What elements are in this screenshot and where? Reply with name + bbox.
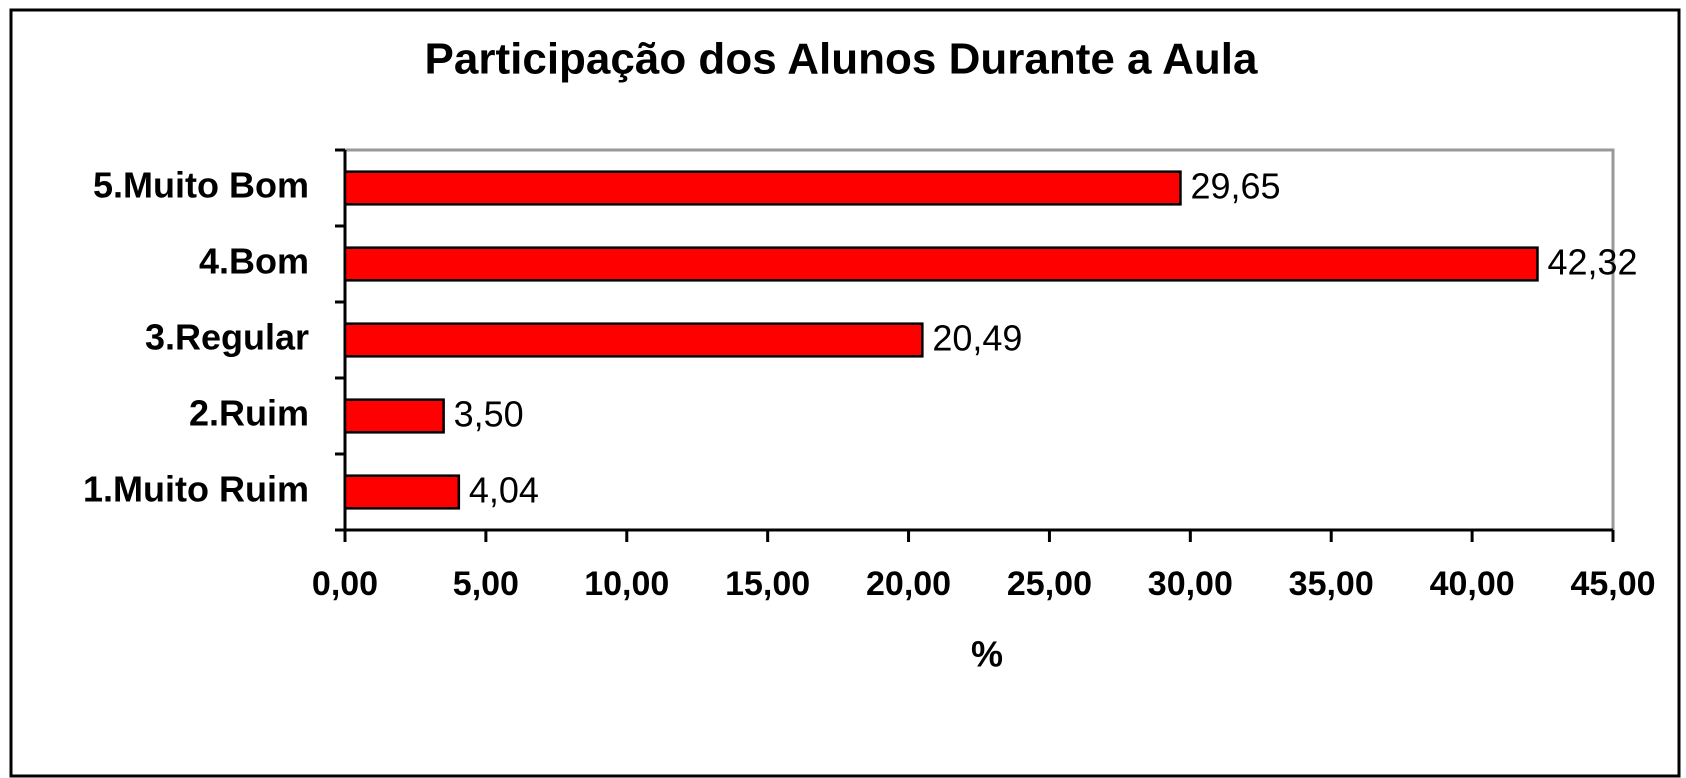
chart-title: Participação dos Alunos Durante a Aula: [425, 35, 1258, 84]
x-tick-label: 35,00: [1289, 565, 1374, 603]
x-tick-label: 40,00: [1430, 565, 1515, 603]
x-tick-label: 15,00: [725, 565, 810, 603]
bar: [343, 322, 924, 358]
y-tick-label: 2.Ruim: [189, 393, 309, 434]
value-label: 3,50: [454, 394, 524, 435]
x-tick-label: 10,00: [584, 565, 669, 603]
y-tick-label: 5.Muito Bom: [93, 165, 309, 206]
value-label: 4,04: [469, 470, 539, 511]
x-tick-label: 20,00: [866, 565, 951, 603]
bar: [343, 474, 461, 510]
x-tick-label: 30,00: [1148, 565, 1233, 603]
y-tick-label: 3.Regular: [145, 317, 309, 358]
bar: [343, 246, 1539, 282]
value-label: 29,65: [1190, 166, 1280, 207]
bar: [343, 398, 445, 434]
y-tick-label: 1.Muito Ruim: [83, 469, 309, 510]
x-axis-label: %: [971, 634, 1003, 675]
y-tick-label: 4.Bom: [199, 241, 309, 282]
value-label: 20,49: [932, 318, 1022, 359]
bar: [343, 170, 1182, 206]
x-tick-label: 25,00: [1007, 565, 1092, 603]
chart-frame: [9, 8, 1681, 778]
x-tick-label: 5,00: [453, 565, 519, 603]
value-label: 42,32: [1547, 242, 1637, 283]
x-tick-label: 45,00: [1570, 565, 1655, 603]
x-tick-label: 0,00: [312, 565, 378, 603]
